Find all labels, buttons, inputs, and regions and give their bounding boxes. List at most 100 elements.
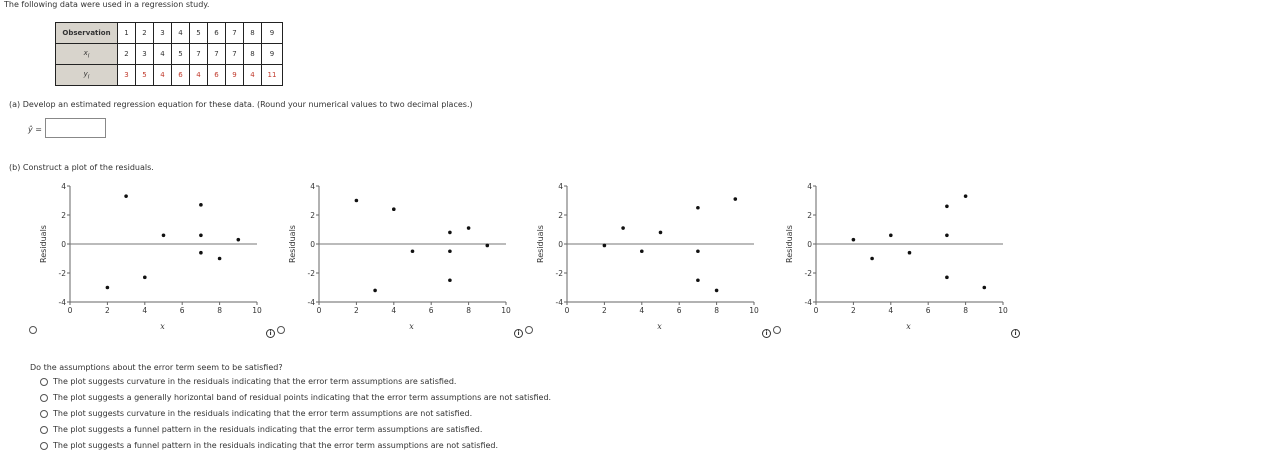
y-axis-label: Residuals: [288, 225, 297, 263]
y-tick-label: -4: [556, 298, 564, 307]
x-tick-label: 6: [429, 306, 434, 315]
x-tick-label: 0: [814, 306, 819, 315]
data-point: [199, 250, 203, 255]
x-tick-label: 4: [888, 306, 893, 315]
plot-3-radio[interactable]: [525, 326, 533, 334]
data-point: [907, 250, 912, 255]
x-axis-label: x: [657, 322, 662, 331]
x-tick-label: 0: [68, 306, 73, 315]
y-tick-label: 0: [807, 240, 812, 249]
y-tick-label: 2: [807, 211, 812, 220]
data-point: [373, 288, 377, 293]
answer-option[interactable]: The plot suggests a generally horizontal…: [40, 393, 551, 402]
info-icon[interactable]: i: [762, 329, 771, 338]
x-tick-label: 4: [639, 306, 644, 315]
answer-option[interactable]: The plot suggests a funnel pattern in th…: [40, 441, 498, 450]
y-header: yi: [55, 64, 118, 86]
x-tick-label: 8: [217, 306, 222, 315]
y-tick-label: 0: [61, 240, 66, 249]
x-tick-label: 10: [252, 306, 262, 315]
y-tick-label: 4: [558, 182, 563, 191]
y-tick-label: 2: [61, 211, 66, 220]
plot-4-radio[interactable]: [773, 326, 781, 334]
y-tick-label: 2: [558, 211, 563, 220]
x-axis-label: x: [409, 322, 414, 331]
plot-2-radio[interactable]: [277, 326, 285, 334]
data-point: [658, 230, 663, 235]
option-label: The plot suggests a funnel pattern in th…: [53, 441, 499, 450]
y-tick-label: -2: [59, 269, 67, 278]
part-b-prompt: (b) Construct a plot of the residuals.: [9, 163, 154, 172]
data-point: [448, 278, 452, 283]
radio-button[interactable]: [40, 409, 48, 418]
x-tick-label: 2: [105, 306, 110, 315]
y-row: yi 3 5 4 6 4 6 9 4 11: [55, 64, 283, 86]
y-tick-label: -4: [308, 298, 316, 307]
data-point: [733, 197, 738, 201]
data-point: [945, 204, 949, 209]
data-point: [236, 237, 241, 242]
data-point: [485, 243, 490, 248]
radio-button[interactable]: [40, 377, 48, 386]
info-icon[interactable]: i: [266, 329, 275, 338]
info-icon[interactable]: i: [1011, 329, 1020, 338]
x-tick-label: 0: [317, 306, 322, 315]
x-symbol: x: [83, 48, 88, 57]
radio-button[interactable]: [40, 425, 48, 434]
data-point: [217, 256, 222, 261]
data-point: [448, 249, 452, 254]
data-point: [945, 233, 949, 238]
data-point: [696, 249, 700, 254]
x-axis-label: x: [160, 322, 165, 331]
y-tick-label: 2: [310, 211, 315, 220]
radio-button[interactable]: [40, 393, 48, 402]
data-point: [124, 194, 128, 198]
table-cell: 11: [261, 64, 283, 86]
y-tick-label: -4: [805, 298, 813, 307]
data-point: [354, 198, 359, 203]
y-axis-label: Residuals: [785, 225, 794, 263]
y-symbol: y: [83, 69, 88, 78]
data-point: [199, 203, 203, 207]
data-table: Observation 1 2 3 4 5 6 7 8 9 xi 2 3 4 5…: [55, 22, 283, 86]
data-point: [889, 233, 893, 238]
info-icon[interactable]: i: [514, 329, 523, 338]
y-tick-label: -2: [556, 269, 564, 278]
x-tick-label: 4: [142, 306, 147, 315]
x-tick-label: 10: [749, 306, 759, 315]
data-point: [161, 233, 166, 238]
data-point: [410, 249, 415, 254]
data-point: [602, 243, 607, 248]
radio-button[interactable]: [40, 441, 48, 450]
y-tick-label: 4: [61, 182, 66, 191]
x-tick-label: 8: [466, 306, 471, 315]
x-tick-label: 2: [851, 306, 856, 315]
x-tick-label: 4: [391, 306, 396, 315]
answer-option[interactable]: The plot suggests curvature in the resid…: [40, 409, 472, 418]
data-point: [714, 288, 719, 293]
answer-option[interactable]: The plot suggests a funnel pattern in th…: [40, 425, 482, 434]
y-tick-label: 0: [558, 240, 563, 249]
x-tick-label: 8: [714, 306, 719, 315]
option-label: The plot suggests curvature in the resid…: [53, 409, 473, 418]
x-axis-label: x: [906, 322, 911, 331]
answer-option[interactable]: The plot suggests curvature in the resid…: [40, 377, 456, 386]
data-point: [143, 275, 147, 280]
x-tick-label: 6: [180, 306, 185, 315]
y-tick-label: -4: [59, 298, 67, 307]
data-point: [945, 275, 949, 280]
data-point: [851, 237, 856, 242]
regression-equation-input[interactable]: [45, 118, 106, 138]
y-tick-label: 0: [310, 240, 315, 249]
data-point: [696, 205, 700, 210]
x-tick-label: 2: [602, 306, 607, 315]
x-tick-label: 0: [565, 306, 570, 315]
data-point: [466, 226, 471, 230]
data-point: [105, 285, 110, 290]
option-label: The plot suggests curvature in the resid…: [53, 377, 457, 386]
y-tick-label: 4: [807, 182, 812, 191]
x-tick-label: 10: [501, 306, 511, 315]
plot-1-radio[interactable]: [29, 326, 37, 334]
y-tick-label: -2: [805, 269, 813, 278]
